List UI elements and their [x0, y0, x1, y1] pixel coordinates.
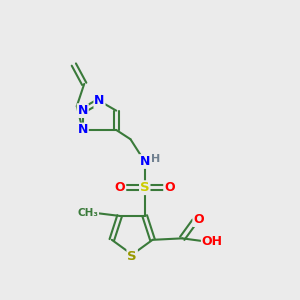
Text: H: H: [152, 154, 161, 164]
Text: OH: OH: [202, 235, 223, 248]
Text: CH₃: CH₃: [77, 208, 98, 218]
Text: N: N: [94, 94, 105, 107]
Text: N: N: [78, 123, 88, 136]
Text: N: N: [78, 104, 88, 117]
Text: N: N: [140, 155, 150, 168]
Text: S: S: [140, 181, 150, 194]
Text: O: O: [115, 181, 125, 194]
Text: O: O: [164, 181, 175, 194]
Text: S: S: [128, 250, 137, 262]
Text: O: O: [193, 213, 204, 226]
